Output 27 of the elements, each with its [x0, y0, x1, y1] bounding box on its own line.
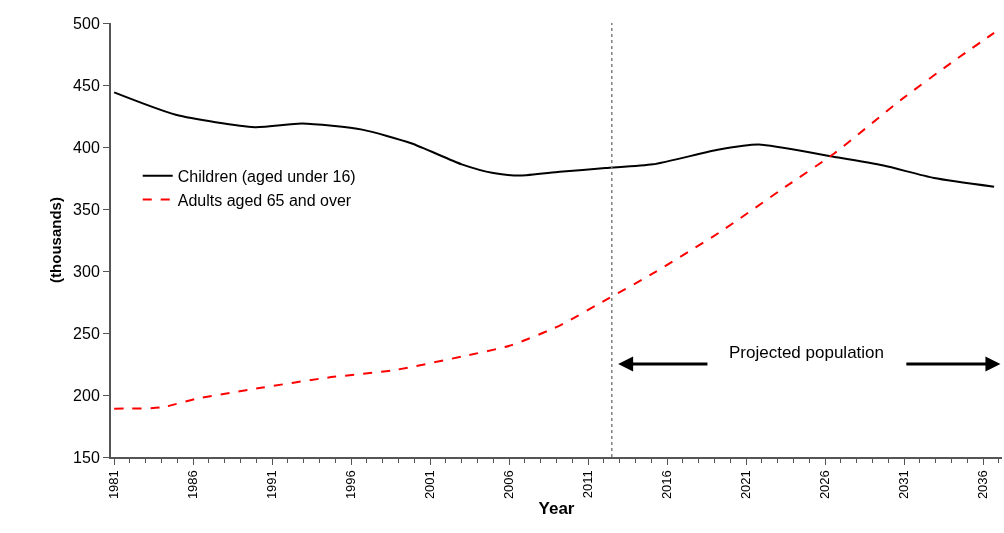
x-tick-label: 2021	[738, 470, 754, 500]
x-tick-label: 1981	[106, 470, 122, 500]
x-tick-label: 2026	[817, 470, 833, 500]
y-axis-title: (thousands)	[46, 197, 64, 283]
legend-label: Adults aged 65 and over	[177, 191, 352, 209]
x-tick-label: 2001	[422, 470, 438, 500]
x-tick-label: 2006	[501, 470, 517, 500]
line-series	[113, 31, 996, 410]
annotation: Projected population	[729, 343, 885, 362]
line-series	[113, 91, 996, 188]
y-tick-label: 200	[73, 386, 100, 404]
x-tick-label: 2016	[659, 470, 675, 500]
legend-label: Children (aged under 16)	[177, 168, 356, 186]
y-tick-label: 300	[73, 262, 100, 280]
x-tick-label: 1996	[343, 470, 359, 500]
x-tick-label: 1986	[185, 470, 201, 500]
y-tick-label: 250	[73, 324, 100, 342]
y-tick-label: 150	[73, 448, 100, 466]
y-tick-label: 500	[73, 14, 100, 32]
y-tick-label: 350	[73, 200, 100, 218]
x-tick-label: 2031	[896, 470, 912, 500]
x-tick-label: 1991	[264, 470, 280, 500]
x-axis-title: Year	[538, 499, 575, 519]
x-tick-label: 2011	[580, 470, 596, 499]
y-tick-label: 400	[73, 138, 100, 156]
x-tick-label: 2036	[975, 470, 991, 500]
y-tick-label: 450	[73, 76, 100, 94]
